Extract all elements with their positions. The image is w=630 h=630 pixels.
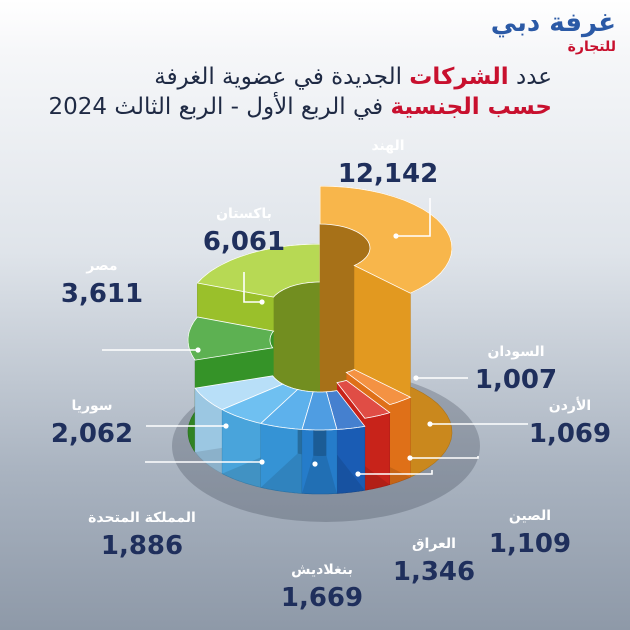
dubai-chamber-logo: غرفة دبي للتجارة bbox=[446, 8, 616, 64]
label-pakistan: باكستان 6,061 bbox=[203, 206, 285, 305]
leader-dot-china bbox=[407, 455, 413, 461]
title-line-2: حسب الجنسية في الربع الأول - الربع الثال… bbox=[0, 92, 552, 122]
leader-line-china bbox=[410, 456, 479, 459]
value-label-syria: 2,062 bbox=[51, 419, 133, 449]
category-label-pakistan: باكستان bbox=[216, 206, 272, 222]
leader-dot-uk bbox=[259, 459, 265, 465]
label-egypt: مصر 3,611 bbox=[61, 258, 201, 353]
value-label-india: 12,142 bbox=[338, 159, 438, 189]
category-label-iraq: العراق bbox=[412, 536, 456, 552]
slice-india-top bbox=[319, 185, 453, 294]
category-label-egypt: مصر bbox=[85, 258, 117, 274]
label-india: الهند 12,142 bbox=[338, 138, 438, 239]
logo-sub-text: للتجارة bbox=[567, 39, 616, 55]
category-label-india: الهند bbox=[371, 138, 404, 154]
label-uk: المملكة المتحدة 1,886 bbox=[88, 459, 265, 561]
slice-egypt-top bbox=[187, 316, 275, 361]
label-bangladesh: بنغلاديش 1,669 bbox=[281, 461, 363, 613]
leader-dot-india bbox=[393, 233, 399, 239]
leader-line-iraq bbox=[358, 470, 433, 475]
category-label-bangladesh: بنغلاديش bbox=[291, 562, 353, 578]
value-label-egypt: 3,611 bbox=[61, 279, 143, 309]
title-line2-highlight: حسب الجنسية bbox=[390, 94, 552, 120]
leader-dot-sudan bbox=[413, 375, 419, 381]
leader-dot-iraq bbox=[355, 471, 361, 477]
leader-dot-jordan bbox=[427, 421, 433, 427]
leader-dot-pakistan bbox=[259, 299, 265, 305]
logo-main-text: غرفة دبي bbox=[490, 8, 616, 38]
leader-line-pakistan bbox=[243, 272, 262, 303]
slice-uk-top bbox=[221, 383, 299, 424]
category-label-uk: المملكة المتحدة bbox=[88, 510, 196, 526]
label-china: الصين 1,109 bbox=[407, 455, 571, 559]
slice-iraq-top bbox=[301, 391, 338, 431]
leader-dot-syria bbox=[223, 423, 229, 429]
label-jordan: الأردن 1,069 bbox=[427, 397, 611, 449]
title-line1-pre: عدد bbox=[508, 64, 552, 90]
value-label-uk: 1,886 bbox=[101, 531, 183, 561]
value-label-china: 1,109 bbox=[489, 529, 571, 559]
leader-line-india bbox=[396, 198, 431, 237]
value-label-jordan: 1,069 bbox=[529, 419, 611, 449]
slice-bangladesh-top bbox=[260, 389, 314, 430]
title-year: 2024 bbox=[48, 94, 108, 120]
value-label-bangladesh: 1,669 bbox=[281, 583, 363, 613]
slice-syria-top bbox=[194, 375, 284, 411]
value-label-iraq: 1,346 bbox=[393, 557, 475, 587]
title-line1-highlight: الشركات bbox=[409, 64, 509, 90]
label-sudan: السودان 1,007 bbox=[413, 344, 557, 395]
value-label-pakistan: 6,061 bbox=[203, 227, 285, 257]
category-label-jordan: الأردن bbox=[549, 397, 591, 414]
title-line1-post: الجديدة في عضوية الغرفة bbox=[154, 64, 410, 90]
slice-sudan-top bbox=[345, 369, 412, 406]
chart-title: عدد الشركات الجديدة في عضوية الغرفة حسب … bbox=[0, 62, 552, 122]
label-syria: سوريا 2,062 bbox=[51, 398, 229, 449]
leader-dot-egypt bbox=[195, 347, 201, 353]
category-label-syria: سوريا bbox=[71, 398, 112, 414]
title-line2-post: في الربع الأول - الربع الثالث bbox=[107, 94, 391, 120]
leader-dot-bangladesh bbox=[312, 461, 318, 467]
slice-iraq bbox=[301, 391, 338, 495]
title-line-1: عدد الشركات الجديدة في عضوية الغرفة bbox=[0, 62, 552, 92]
category-label-china: الصين bbox=[509, 508, 551, 524]
value-label-sudan: 1,007 bbox=[475, 365, 557, 395]
category-label-sudan: السودان bbox=[487, 344, 544, 360]
slice-jordan-top bbox=[336, 379, 391, 419]
label-iraq: العراق 1,346 bbox=[355, 470, 475, 587]
